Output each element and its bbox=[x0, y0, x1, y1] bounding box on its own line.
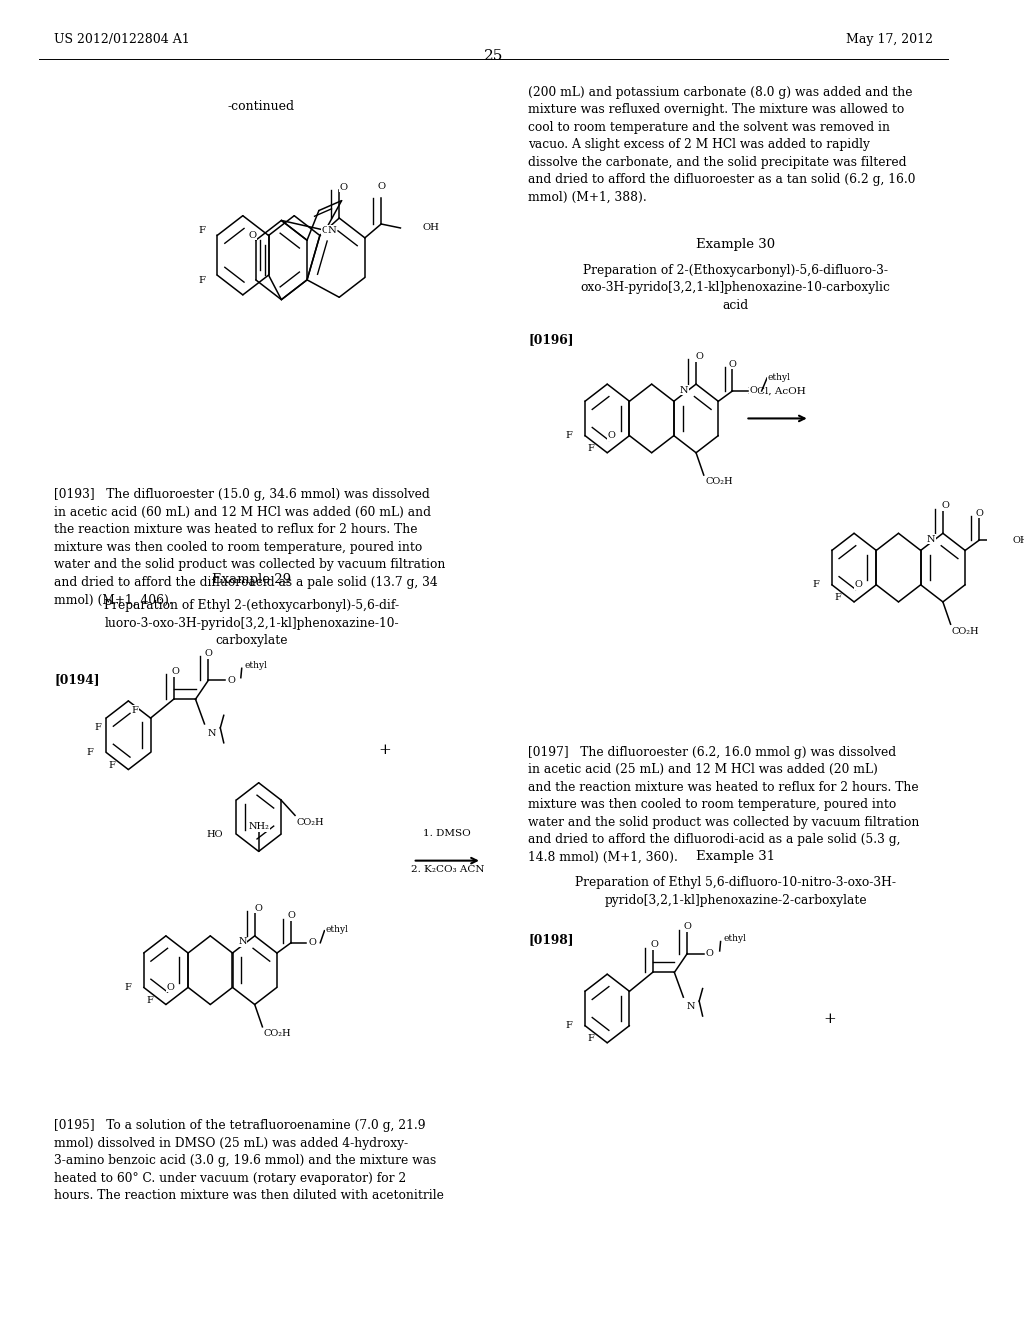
Text: O: O bbox=[205, 649, 212, 659]
Text: 25: 25 bbox=[484, 49, 504, 63]
Text: F: F bbox=[588, 1035, 594, 1043]
Text: O: O bbox=[255, 904, 262, 913]
Text: ethyl: ethyl bbox=[724, 935, 746, 944]
Text: F: F bbox=[94, 723, 101, 731]
Text: F: F bbox=[199, 276, 205, 285]
Text: HCl, AcOH: HCl, AcOH bbox=[749, 387, 806, 396]
Text: O: O bbox=[172, 667, 179, 676]
Text: O: O bbox=[249, 231, 257, 240]
Text: O: O bbox=[855, 581, 862, 589]
Text: O: O bbox=[607, 432, 615, 440]
Text: N: N bbox=[927, 535, 935, 544]
Text: NH₂: NH₂ bbox=[248, 822, 269, 832]
Text: N: N bbox=[328, 226, 337, 235]
Text: F: F bbox=[124, 983, 131, 991]
Text: ethyl: ethyl bbox=[245, 661, 267, 671]
Text: +: + bbox=[379, 743, 391, 756]
Text: F: F bbox=[565, 432, 572, 440]
Text: O: O bbox=[942, 502, 950, 511]
Text: F: F bbox=[199, 226, 205, 235]
Text: O: O bbox=[377, 182, 385, 191]
Text: Preparation of 2-(Ethoxycarbonyl)-5,6-difluoro-3-
oxo-3H-pyrido[3,2,1-kl]phenoxa: Preparation of 2-(Ethoxycarbonyl)-5,6-di… bbox=[581, 264, 891, 312]
Text: F: F bbox=[565, 1022, 572, 1030]
Text: Preparation of Ethyl 5,6-difluoro-10-nitro-3-oxo-3H-
pyrido[3,2,1-kl]phenoxazine: Preparation of Ethyl 5,6-difluoro-10-nit… bbox=[575, 876, 896, 907]
Text: -continued: -continued bbox=[227, 100, 294, 114]
Text: F: F bbox=[131, 706, 138, 714]
Text: O: O bbox=[287, 912, 295, 920]
Text: N: N bbox=[680, 385, 688, 395]
Text: ethyl: ethyl bbox=[768, 372, 791, 381]
Text: (200 mL) and potassium carbonate (8.0 g) was added and the
mixture was refluxed : (200 mL) and potassium carbonate (8.0 g)… bbox=[528, 86, 915, 203]
Text: O: O bbox=[975, 510, 983, 517]
Text: N: N bbox=[239, 937, 247, 946]
Text: [0194]: [0194] bbox=[54, 673, 99, 686]
Text: O: O bbox=[683, 923, 691, 932]
Text: O: O bbox=[728, 360, 736, 368]
Text: US 2012/0122804 A1: US 2012/0122804 A1 bbox=[54, 33, 190, 46]
Text: O: O bbox=[339, 182, 347, 191]
Text: CO₂H: CO₂H bbox=[706, 478, 732, 487]
Text: O: O bbox=[750, 387, 758, 396]
Text: [0196]: [0196] bbox=[528, 333, 573, 346]
Text: 1. DMSO: 1. DMSO bbox=[423, 829, 471, 838]
Text: Preparation of Ethyl 2-(ethoxycarbonyl)-5,6-dif-
luoro-3-oxo-3H-pyrido[3,2,1-kl]: Preparation of Ethyl 2-(ethoxycarbonyl)-… bbox=[104, 599, 399, 647]
Text: F: F bbox=[146, 997, 153, 1005]
Text: CO₂H: CO₂H bbox=[296, 818, 324, 826]
Text: CO₂H: CO₂H bbox=[952, 627, 980, 636]
Text: ethyl: ethyl bbox=[326, 925, 348, 935]
Text: O: O bbox=[706, 949, 714, 958]
Text: Example 31: Example 31 bbox=[696, 850, 775, 863]
Text: F: F bbox=[588, 445, 594, 453]
Text: CO₂H: CO₂H bbox=[264, 1030, 291, 1039]
Text: O: O bbox=[322, 226, 330, 235]
Text: O: O bbox=[695, 352, 702, 362]
Text: F: F bbox=[86, 748, 93, 756]
Text: O: O bbox=[166, 983, 174, 991]
Text: F: F bbox=[812, 581, 819, 589]
Text: N: N bbox=[208, 729, 216, 738]
Text: F: F bbox=[109, 762, 116, 770]
Text: F: F bbox=[835, 594, 842, 602]
Text: [0195]   To a solution of the tetrafluoroenamine (7.0 g, 21.9
mmol) dissolved in: [0195] To a solution of the tetrafluoroe… bbox=[54, 1119, 444, 1203]
Text: OH: OH bbox=[1013, 536, 1024, 545]
Text: O: O bbox=[227, 676, 234, 685]
Text: N: N bbox=[686, 1002, 695, 1011]
Text: O: O bbox=[650, 940, 658, 949]
Text: [0193]   The difluoroester (15.0 g, 34.6 mmol) was dissolved
in acetic acid (60 : [0193] The difluoroester (15.0 g, 34.6 m… bbox=[54, 488, 445, 606]
Text: [0198]: [0198] bbox=[528, 933, 573, 946]
Text: May 17, 2012: May 17, 2012 bbox=[846, 33, 933, 46]
Text: +: + bbox=[823, 1012, 836, 1026]
Text: Example 29: Example 29 bbox=[212, 573, 292, 586]
Text: [0197]   The difluoroester (6.2, 16.0 mmol g) was dissolved
in acetic acid (25 m: [0197] The difluoroester (6.2, 16.0 mmol… bbox=[528, 746, 920, 863]
Text: 2. K₂CO₃ ACN: 2. K₂CO₃ ACN bbox=[411, 865, 484, 874]
Text: Example 30: Example 30 bbox=[696, 238, 775, 251]
Text: HO: HO bbox=[206, 830, 222, 838]
Text: OH: OH bbox=[422, 223, 439, 232]
Text: O: O bbox=[308, 939, 316, 948]
